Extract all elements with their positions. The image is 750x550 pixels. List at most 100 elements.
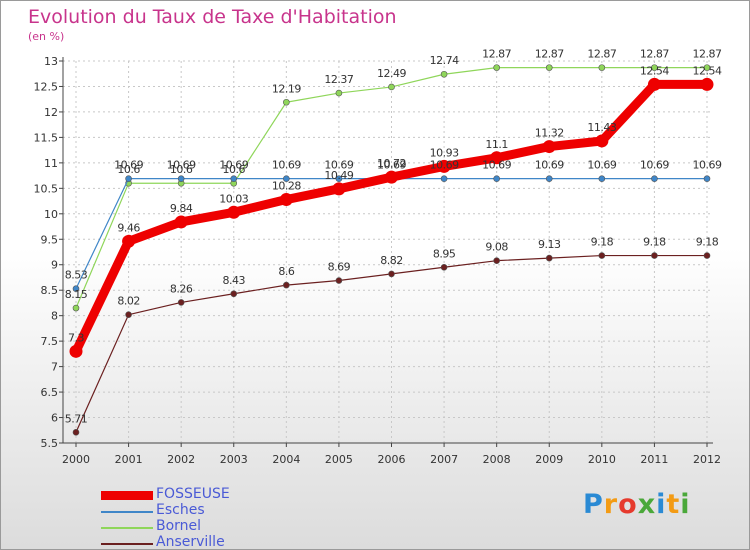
y-axis-unit-label: (en %) xyxy=(28,30,65,43)
data-point-bornel xyxy=(283,98,290,106)
data-point-esches xyxy=(177,175,185,182)
data-point-fosseuse xyxy=(332,182,346,196)
data-point-anserville xyxy=(283,281,290,289)
data-point-anserville xyxy=(335,277,343,284)
data-label-fosseuse: 10.28 xyxy=(272,180,301,193)
x-tick-label: 2011 xyxy=(640,453,668,466)
data-label-bornel: 10.6 xyxy=(170,163,193,176)
data-point-fosseuse xyxy=(437,159,451,173)
data-label-bornel: 12.19 xyxy=(272,82,301,95)
data-label-fosseuse: 10.72 xyxy=(377,157,406,170)
data-point-anserville xyxy=(651,252,658,259)
x-tick-label: 2003 xyxy=(220,453,248,466)
y-tick-label: 8 xyxy=(51,310,58,323)
data-point-anserville xyxy=(545,254,553,262)
y-tick-label: 6 xyxy=(51,412,58,425)
data-point-bornel xyxy=(440,70,448,78)
x-tick-label: 2002 xyxy=(167,453,195,466)
y-tick-label: 7.5 xyxy=(41,335,59,348)
x-tick-label: 2004 xyxy=(272,453,300,466)
data-label-esches: 10.69 xyxy=(377,159,406,172)
data-label-anserville: 8.43 xyxy=(223,274,246,287)
data-point-anserville xyxy=(703,252,711,259)
chart-title: Evolution du Taux de Taxe d'Habitation xyxy=(28,6,397,28)
x-tick-label: 2009 xyxy=(535,453,563,466)
data-label-fosseuse: 12.54 xyxy=(640,64,669,77)
y-tick-label: 10.5 xyxy=(34,182,59,195)
data-point-anserville xyxy=(493,257,500,264)
data-point-bornel xyxy=(598,64,606,71)
data-label-fosseuse: 9.84 xyxy=(170,202,193,215)
data-point-anserville xyxy=(598,252,606,259)
data-label-bornel: 12.87 xyxy=(640,48,669,61)
x-tick-label: 2012 xyxy=(693,453,721,466)
data-label-esches: 10.69 xyxy=(640,159,669,172)
data-label-bornel: 12.74 xyxy=(430,54,459,67)
data-label-anserville: 9.18 xyxy=(591,236,614,249)
data-label-fosseuse: 10.03 xyxy=(219,192,248,205)
data-label-fosseuse: 11.1 xyxy=(485,138,508,151)
data-label-esches: 10.69 xyxy=(535,159,564,172)
data-point-fosseuse xyxy=(700,77,714,91)
y-tick-label: 12.5 xyxy=(34,80,59,93)
data-point-bornel xyxy=(545,64,553,71)
data-label-anserville: 9.08 xyxy=(485,241,508,254)
data-point-esches xyxy=(598,175,606,182)
data-label-esches: 8.53 xyxy=(65,269,88,282)
data-label-anserville: 9.13 xyxy=(538,238,561,251)
y-tick-label: 12 xyxy=(44,106,58,119)
data-point-esches xyxy=(283,175,290,182)
logo-letter: P xyxy=(583,489,604,520)
data-point-esches xyxy=(545,175,553,182)
y-tick-label: 11.5 xyxy=(34,131,59,144)
y-tick-label: 8.5 xyxy=(41,284,59,297)
data-label-bornel: 12.87 xyxy=(535,48,564,61)
y-tick-label: 11 xyxy=(44,157,58,170)
data-label-bornel: 12.37 xyxy=(324,73,353,86)
logo-letter: r xyxy=(603,489,619,520)
data-point-bornel xyxy=(335,89,343,97)
y-tick-label: 6.5 xyxy=(41,386,59,399)
data-point-anserville xyxy=(388,270,395,278)
data-point-anserville xyxy=(230,290,238,298)
legend-swatch-bornel xyxy=(101,527,153,529)
data-label-fosseuse: 12.54 xyxy=(693,64,722,77)
data-label-esches: 10.69 xyxy=(167,159,196,172)
data-point-fosseuse xyxy=(542,140,556,154)
x-tick-label: 2005 xyxy=(325,453,353,466)
logo-letter: x xyxy=(637,489,657,520)
legend-label-anserville: Anserville xyxy=(156,534,225,550)
data-point-anserville xyxy=(125,311,132,318)
data-point-bornel xyxy=(651,64,658,71)
data-point-esches xyxy=(72,285,80,292)
data-point-esches xyxy=(703,175,711,182)
data-label-bornel: 12.49 xyxy=(377,67,406,80)
data-point-bornel xyxy=(493,64,500,71)
y-tick-label: 13 xyxy=(44,55,58,68)
logo-letter: i xyxy=(656,489,667,520)
data-label-fosseuse: 11.32 xyxy=(535,127,564,140)
data-label-bornel: 8.15 xyxy=(65,288,88,301)
y-tick-label: 9 xyxy=(51,259,58,272)
data-point-bornel xyxy=(388,83,395,91)
legend-swatch-esches xyxy=(101,511,153,513)
data-label-anserville: 8.6 xyxy=(278,265,294,278)
data-point-bornel xyxy=(703,64,711,71)
logo-letter: t xyxy=(666,489,681,520)
data-label-esches: 10.69 xyxy=(587,159,616,172)
data-point-fosseuse xyxy=(122,234,136,248)
data-point-anserville xyxy=(440,263,448,271)
data-label-bornel: 12.87 xyxy=(693,48,722,61)
x-tick-label: 2006 xyxy=(378,453,406,466)
data-point-esches xyxy=(651,175,658,182)
data-label-fosseuse: 7.3 xyxy=(68,331,84,344)
data-point-fosseuse xyxy=(279,193,293,207)
data-point-esches xyxy=(230,175,238,182)
data-point-anserville xyxy=(72,429,80,436)
data-label-fosseuse: 10.49 xyxy=(324,169,353,182)
x-tick-label: 2010 xyxy=(588,453,616,466)
data-label-esches: 10.69 xyxy=(693,159,722,172)
data-label-anserville: 8.02 xyxy=(117,295,140,308)
legend-label-esches: Esches xyxy=(156,502,205,518)
